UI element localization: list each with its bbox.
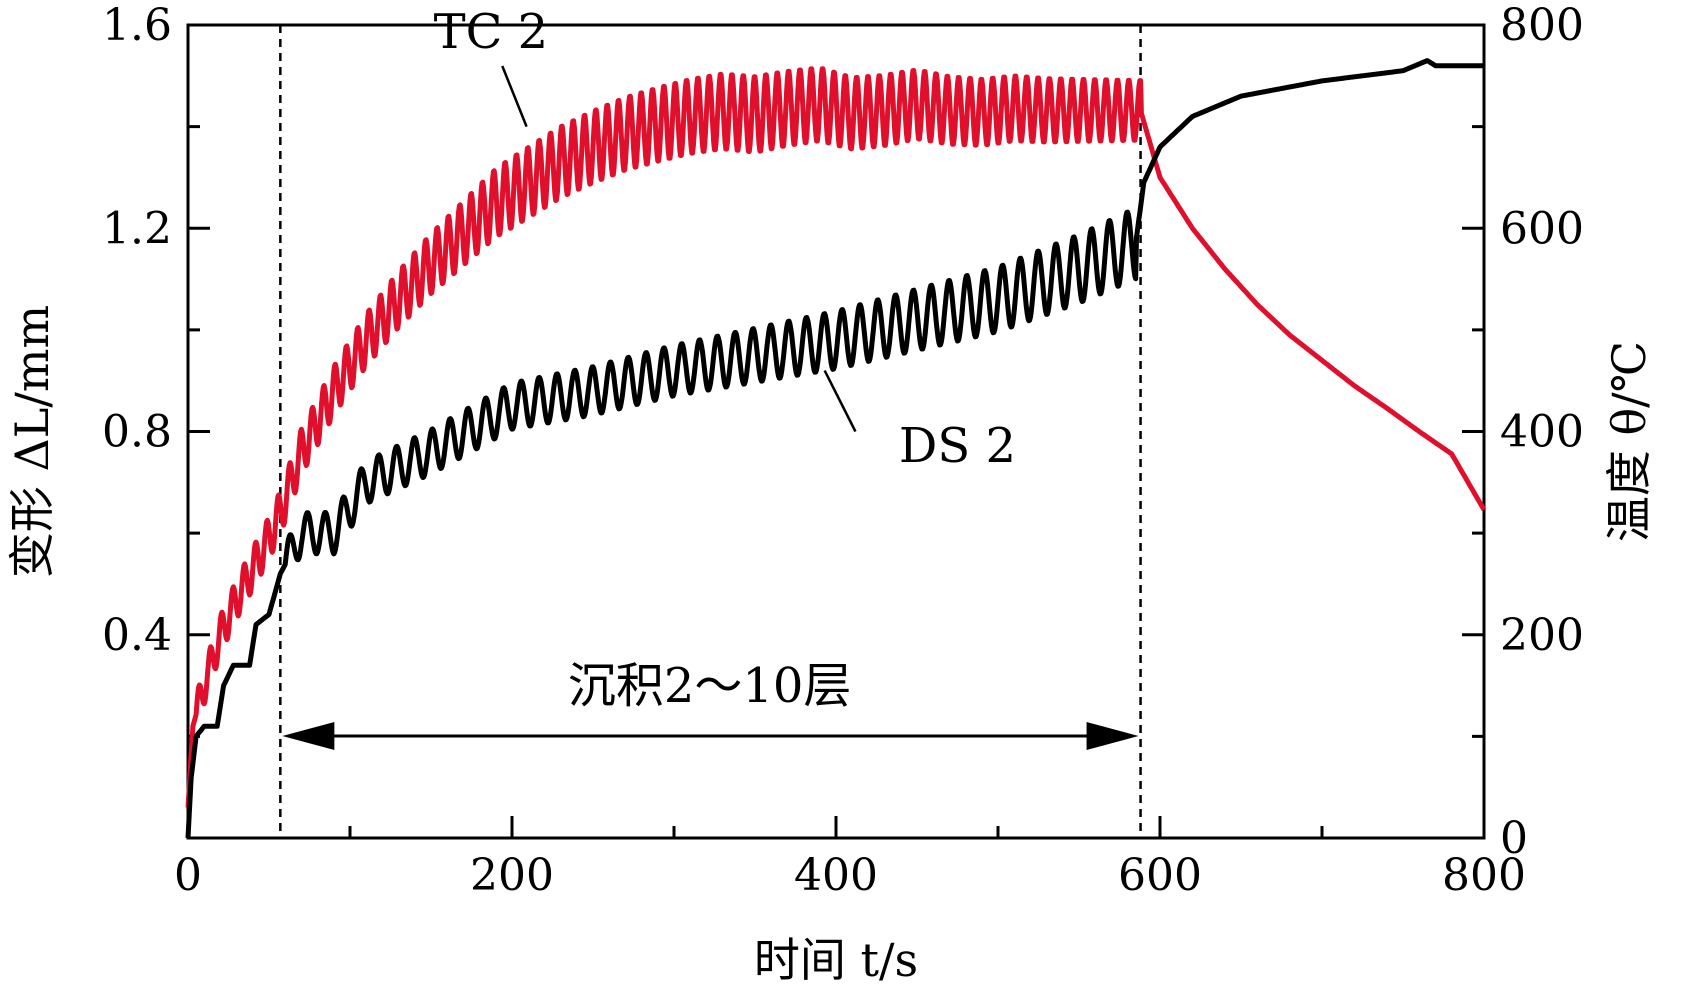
x-tick-label: 400 — [794, 850, 878, 901]
y-right-tick-label: 400 — [1500, 407, 1584, 458]
tick-labels: 0 200 400 600 800 0.4 0.8 1.2 1.6 0 200 400 600 800 — [102, 0, 1584, 901]
x-tick-label: 600 — [1118, 850, 1202, 901]
tc2-leader-line — [501, 65, 528, 128]
y-axis-right-title: 温度 θ/℃ — [1602, 341, 1656, 542]
y-left-tick-label: 0.4 — [102, 610, 172, 661]
x-tick-label: 0 — [174, 850, 202, 901]
x-axis-title: 时间 t/s — [754, 933, 918, 987]
y-right-tick-label: 600 — [1500, 203, 1584, 254]
series-line-tc2 — [185, 66, 1487, 808]
y-right-tick-label: 200 — [1500, 610, 1584, 661]
x-tick-label: 800 — [1442, 850, 1526, 901]
y-right-tick-label: 800 — [1500, 0, 1584, 51]
y-axis-left-title: 变形 ΔL/mm — [5, 305, 59, 578]
range-arrow-head-right — [1086, 722, 1139, 750]
plot-frame — [186, 23, 1486, 840]
y-left-tick-label: 1.2 — [102, 203, 172, 254]
range-arrow — [282, 722, 1139, 750]
x-tick-label: 200 — [470, 850, 554, 901]
ticks — [188, 125, 1484, 838]
ds2-leader-line — [823, 369, 857, 433]
y-right-tick-label: 0 — [1500, 813, 1528, 864]
tc2-label: TC 2 — [434, 4, 549, 60]
range-arrow-head-left — [282, 722, 335, 750]
y-left-tick-label: 0.8 — [102, 407, 172, 458]
series-line-ds2 — [185, 58, 1486, 839]
marker-lines — [279, 25, 1142, 838]
range-label: 沉积2～10层 — [568, 658, 852, 714]
ds2-label: DS 2 — [899, 418, 1016, 474]
y-left-tick-label: 1.6 — [102, 0, 172, 51]
